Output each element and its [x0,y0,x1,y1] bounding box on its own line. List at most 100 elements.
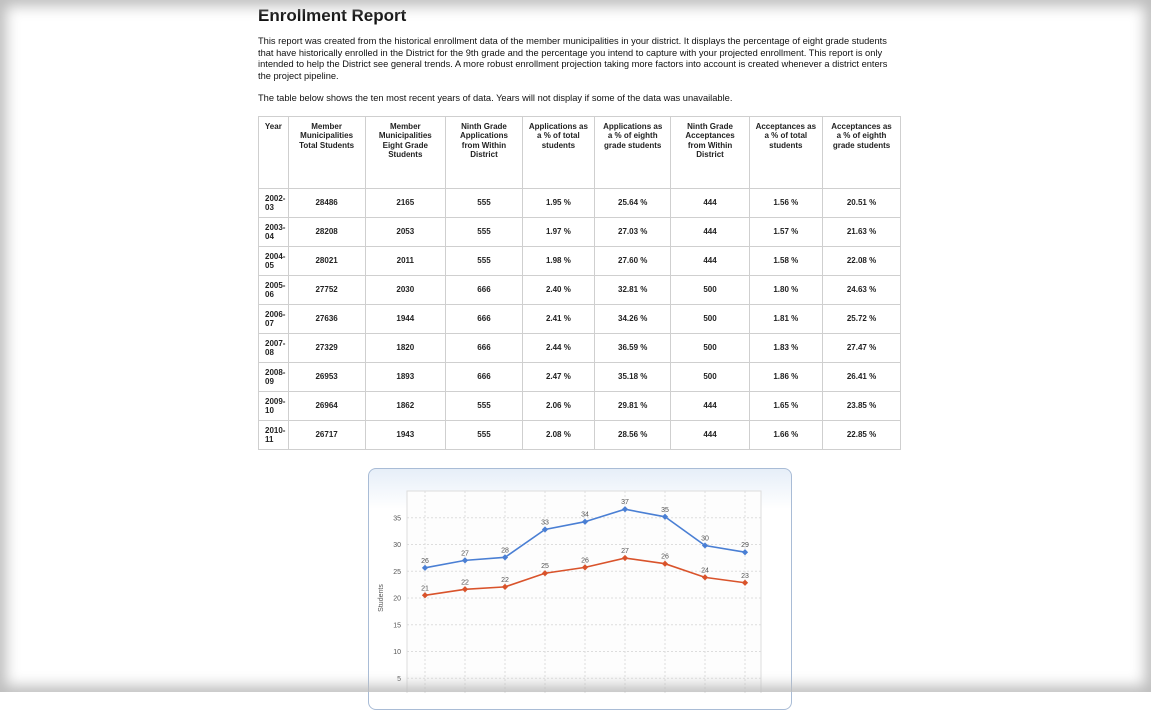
table-cell: 21.63 % [822,216,901,247]
table-cell: 23.85 % [822,390,901,421]
table-cell: 555 [445,216,523,247]
table-cell: 2.47 % [521,361,595,392]
table-cell: 36.59 % [593,332,672,363]
table-cell: 1893 [364,361,447,392]
table-cell: 1.86 % [748,361,824,392]
header-row: Year Member Municipalities Total Students… [258,115,901,189]
data-label: 26 [421,558,429,565]
table-cell: 34.26 % [593,303,672,334]
table-cell: 555 [445,245,523,276]
table-cell: 1820 [364,332,447,363]
table-cell: 444 [670,245,750,276]
table-cell: 666 [445,332,523,363]
table-cell: 444 [670,216,750,247]
column-header: Member Municipalities Eight Grade Studen… [364,115,447,189]
table-cell: 2011 [364,245,447,276]
intro-paragraph: The table below shows the ten most recen… [258,93,733,103]
table-row: 2004-05 28021 2011 555 1.98 % 27.60 % 444 1.58 … [258,245,901,276]
table-cell: 20.51 % [822,187,901,218]
table-cell: 2002-03 [258,187,289,218]
table-row: 2007-08 27329 1820 666 2.44 % 36.59 % 500 1.83 … [258,332,901,363]
table-cell: 28208 [287,216,366,247]
data-label: 22 [501,577,509,584]
column-header: Acceptances as a % of total students [748,115,824,189]
table-cell: 1.83 % [748,332,824,363]
table-cell: 1.65 % [748,390,824,421]
table-cell: 27329 [287,332,366,363]
table-cell: 1.80 % [748,274,824,305]
table-cell: 1.81 % [748,303,824,334]
data-label: 37 [621,499,629,506]
table-cell: 2005-06 [258,274,289,305]
intro-paragraph: This report was created from the histori… [258,36,888,81]
table-cell: 1.98 % [521,245,595,276]
column-header: Ninth Grade Acceptances from Within Dist… [670,115,750,189]
data-label: 34 [581,512,589,519]
table-cell: 500 [670,361,750,392]
table-cell: 2010-11 [258,419,289,450]
table-cell: 1.66 % [748,419,824,450]
table-body: 2002-03 28486 2165 555 1.95 % 25.64 % 444 1.56 … [258,187,901,450]
table-cell: 2008-09 [258,361,289,392]
data-label: 21 [421,585,429,592]
data-label: 26 [661,554,669,561]
page: Enrollment Report This report was create… [258,6,901,710]
table-cell: 27.60 % [593,245,672,276]
table-row: 2002-03 28486 2165 555 1.95 % 25.64 % 444 1.56 … [258,187,901,218]
table-row: 2009-10 26964 1862 555 2.06 % 29.81 % 444 1.65 … [258,390,901,421]
table-cell: 28021 [287,245,366,276]
table-cell: 444 [670,187,750,218]
table-cell: 25.64 % [593,187,672,218]
table-cell: 666 [445,274,523,305]
y-tick-label: 15 [393,622,401,629]
table-cell: 1.56 % [748,187,824,218]
y-tick-label: 30 [393,542,401,549]
table-cell: 444 [670,390,750,421]
column-header: Applications as a % of total students [521,115,595,189]
table-cell: 27636 [287,303,366,334]
data-label: 30 [701,536,709,543]
table-row: 2006-07 27636 1944 666 2.41 % 34.26 % 500 1.81 … [258,303,901,334]
table-cell: 2007-08 [258,332,289,363]
data-label: 27 [621,548,629,555]
data-label: 33 [541,519,549,526]
table-cell: 500 [670,303,750,334]
table-cell: 2006-07 [258,303,289,334]
table-cell: 666 [445,303,523,334]
column-header: Acceptances as a % of eighth grade stude… [822,115,901,189]
table-cell: 27.03 % [593,216,672,247]
table-cell: 1.97 % [521,216,595,247]
table-cell: 28486 [287,187,366,218]
data-label: 35 [661,507,669,514]
table-cell: 1.58 % [748,245,824,276]
table-cell: 28.56 % [593,419,672,450]
table-cell: 35.18 % [593,361,672,392]
table-cell: 29.81 % [593,390,672,421]
table-cell: 25.72 % [822,303,901,334]
column-header: Year [258,115,289,189]
data-label: 27 [461,550,469,557]
data-label: 29 [741,542,749,549]
table-cell: 26953 [287,361,366,392]
table-cell: 2053 [364,216,447,247]
table-cell: 26717 [287,419,366,450]
table-cell: 666 [445,361,523,392]
table-row: 2003-04 28208 2053 555 1.97 % 27.03 % 444 1.57 … [258,216,901,247]
data-label: 22 [461,579,469,586]
table-cell: 2.08 % [521,419,595,450]
table-cell: 1943 [364,419,447,450]
table-cell: 2.40 % [521,274,595,305]
table-cell: 22.08 % [822,245,901,276]
y-tick-label: 25 [393,569,401,576]
table-cell: 26964 [287,390,366,421]
table-cell: 2.41 % [521,303,595,334]
point-marker [501,554,509,561]
table-cell: 500 [670,274,750,305]
data-label: 24 [701,567,709,574]
table-cell: 1.57 % [748,216,824,247]
table-cell: 1944 [364,303,447,334]
table-cell: 500 [670,332,750,363]
column-header: Ninth Grade Applications from Within Dis… [445,115,523,189]
column-header: Member Municipalities Total Students [287,115,366,189]
table-cell: 2003-04 [258,216,289,247]
